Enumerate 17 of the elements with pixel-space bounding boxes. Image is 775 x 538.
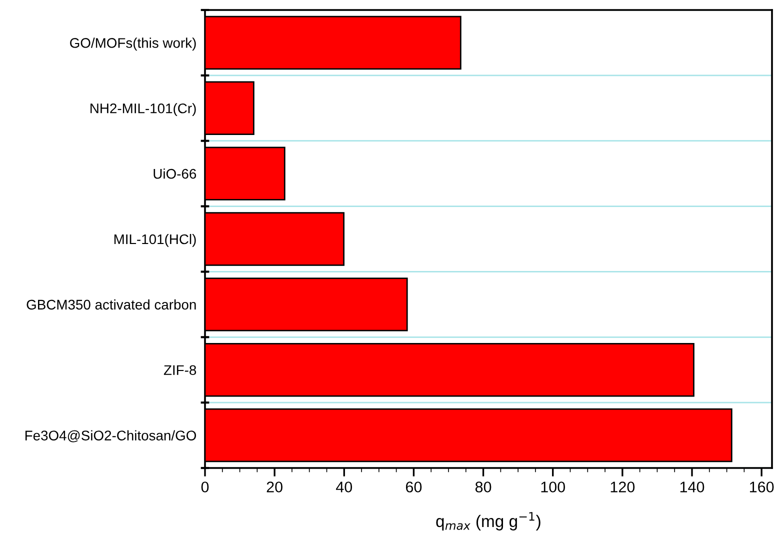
y-tick-label: MIL-101(HCl) bbox=[114, 234, 196, 247]
y-tick-label: ZIF-8 bbox=[164, 365, 196, 376]
x-tick-label: 40 bbox=[336, 482, 352, 492]
y-tick-label: GO/MOFs(this work) bbox=[70, 38, 196, 51]
y-tick-label: Fe3O4@SiO2-Chitosan/GO bbox=[25, 430, 196, 442]
x-tick-label: 80 bbox=[475, 482, 492, 492]
x-tick-label: 0 bbox=[201, 482, 209, 492]
x-axis-title: q$_{max}$ (mg g$^{−1}$) bbox=[436, 512, 540, 530]
y-tick-label: UiO-66 bbox=[154, 168, 196, 179]
y-tick-label: NH2-MIL-101(Cr) bbox=[90, 103, 196, 116]
x-tick-label: 20 bbox=[266, 482, 282, 492]
x-tick-label: 160 bbox=[750, 482, 774, 492]
x-tick-label: 60 bbox=[406, 482, 422, 492]
y-tick-label: GBCM350 activated carbon bbox=[26, 299, 196, 310]
x-tick-label: 140 bbox=[680, 482, 704, 492]
x-tick-label: 100 bbox=[541, 482, 565, 492]
x-tick-label: 120 bbox=[610, 482, 635, 492]
